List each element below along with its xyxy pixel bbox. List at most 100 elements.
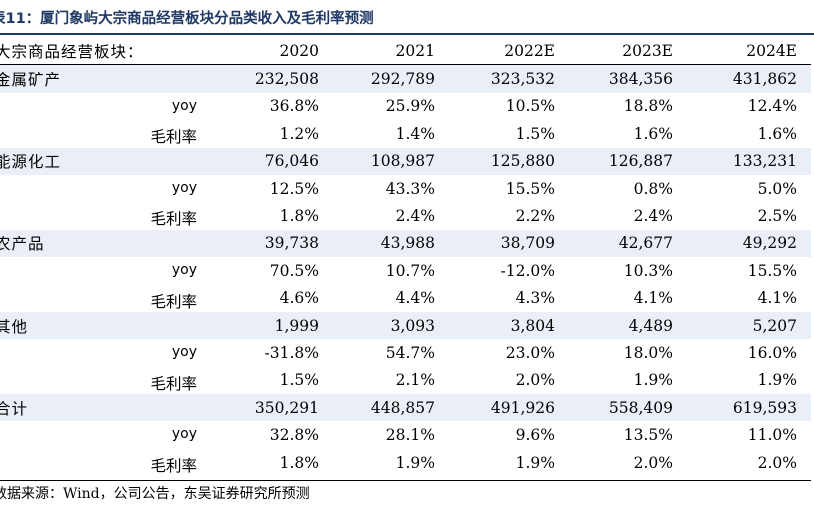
yoy-row: yoy 32.8% 28.1% 9.6% 13.5% 11.0% [0,421,811,448]
yoy-label: yoy [0,421,205,448]
yoy-label: yoy [0,339,205,366]
value-cell: 15.5% [747,261,797,280]
value-cell: 16.0% [747,343,797,362]
row-label-text: 毛利率 [150,210,197,229]
margin-row: 毛利率 1.5% 2.1% 2.0% 1.9% 1.9% [0,367,811,394]
value-cell: 2.0% [515,371,555,390]
value-cell: 323,532 [447,64,567,93]
value-cell: 2.1% [395,371,435,390]
value-cell: 4.1% [757,289,797,308]
value-cell: 38,709 [447,229,567,258]
value-cell: 13.5% [623,426,673,445]
yoy-row: yoy 36.8% 25.9% 10.5% 18.8% 12.4% [0,93,811,120]
row-label-text: yoy [171,426,197,443]
value-cell: 36.8% [269,97,319,116]
table-title: 表11：厦门象屿大宗商品经营板块分品类收入及毛利率预测 [0,11,374,27]
value-cell: 54.7% [385,343,435,362]
margin-row: 毛利率 4.6% 4.4% 4.3% 4.1% 4.1% [0,285,811,312]
value-cell: 10.7% [385,261,435,280]
value-cell: 4.3% [515,289,555,308]
value-cell: 25.9% [385,97,435,116]
yoy-row: yoy 12.5% 43.3% 15.5% 0.8% 5.0% [0,175,811,202]
value-cell: 1.8% [279,207,319,226]
yoy-label: yoy [0,93,205,120]
row-label-text: 毛利率 [150,374,197,393]
value-cell: 1.8% [279,453,319,472]
margin-label: 毛利率 [0,202,205,229]
yoy-row: yoy 70.5% 10.7% -12.0% 10.3% 15.5% [0,257,811,284]
value-cell: 1,999 [205,311,327,340]
value-cell: -12.0% [500,261,555,280]
value-cell: 619,593 [687,394,811,422]
value-cell: 108,987 [327,147,447,175]
value-cell: 1.5% [515,124,555,143]
table-body: 金属矿产 232,508 292,789 323,532 384,356 431,862 y… [0,64,811,476]
value-cell: 43.3% [385,179,435,198]
row-label-text: 毛利率 [150,292,197,311]
value-cell: 4.6% [279,289,319,308]
value-cell: 1.9% [757,371,797,390]
value-cell: 49,292 [687,229,811,258]
value-cell: 1.9% [633,371,673,390]
value-cell: 2.4% [633,207,673,226]
value-cell: 3,093 [327,311,447,340]
value-cell: 5,207 [687,311,811,340]
value-cell: 126,887 [567,147,687,175]
value-cell: -31.8% [264,343,319,362]
revenue-row: 其他 1,999 3,093 3,804 4,489 5,207 [0,311,811,340]
value-cell: 2.5% [757,207,797,226]
margin-label: 毛利率 [0,285,205,312]
value-cell: 18.0% [623,343,673,362]
category-label: 合计 [0,394,205,422]
year-2022e: 2022E [447,37,567,66]
category-label: 能源化工 [0,147,205,175]
value-cell: 448,857 [327,394,447,422]
row-label-text: 毛利率 [150,456,197,475]
title-rule [0,33,814,35]
value-cell: 4.1% [633,289,673,308]
yoy-label: yoy [0,257,205,284]
revenue-row: 金属矿产 232,508 292,789 323,532 384,356 431,862 [0,64,811,93]
value-cell: 1.4% [395,124,435,143]
row-label-text: yoy [171,97,197,114]
value-cell: 1.5% [279,371,319,390]
value-cell: 1.9% [395,453,435,472]
value-cell: 11.0% [747,426,797,445]
value-cell: 2.4% [395,207,435,226]
row-label-text: yoy [171,262,197,279]
value-cell: 0.8% [633,179,673,198]
value-cell: 15.5% [505,179,555,198]
year-2020: 2020 [205,37,327,66]
revenue-row: 合计 350,291 448,857 491,926 558,409 619,593 [0,394,811,422]
value-cell: 431,862 [687,64,811,93]
value-cell: 491,926 [447,394,567,422]
margin-row: 毛利率 1.8% 1.9% 1.9% 2.0% 2.0% [0,449,811,476]
value-cell: 39,738 [205,229,327,258]
value-cell: 4,489 [567,311,687,340]
value-cell: 2.2% [515,207,555,226]
value-cell: 5.0% [757,179,797,198]
header-label: 大宗商品经营板块： [0,37,205,66]
value-cell: 1.6% [633,124,673,143]
yoy-label: yoy [0,175,205,202]
revenue-row: 能源化工 76,046 108,987 125,880 126,887 133,231 [0,147,811,175]
value-cell: 28.1% [385,426,435,445]
margin-label: 毛利率 [0,120,205,147]
value-cell: 2.0% [757,453,797,472]
value-cell: 1.2% [279,124,319,143]
value-cell: 1.6% [757,124,797,143]
category-label: 其他 [0,311,205,340]
value-cell: 18.8% [623,97,673,116]
row-label-text: yoy [171,344,197,361]
category-label: 农产品 [0,229,205,258]
value-cell: 558,409 [567,394,687,422]
source-note: 数据来源：Wind，公司公告，东吴证券研究所预测 [0,480,811,508]
yoy-row: yoy -31.8% 54.7% 23.0% 18.0% 16.0% [0,339,811,366]
value-cell: 42,677 [567,229,687,258]
value-cell: 384,356 [567,64,687,93]
value-cell: 350,291 [205,394,327,422]
year-2024e: 2024E [687,37,811,66]
margin-row: 毛利率 1.8% 2.4% 2.2% 2.4% 2.5% [0,202,811,229]
margin-label: 毛利率 [0,367,205,394]
value-cell: 232,508 [205,64,327,93]
